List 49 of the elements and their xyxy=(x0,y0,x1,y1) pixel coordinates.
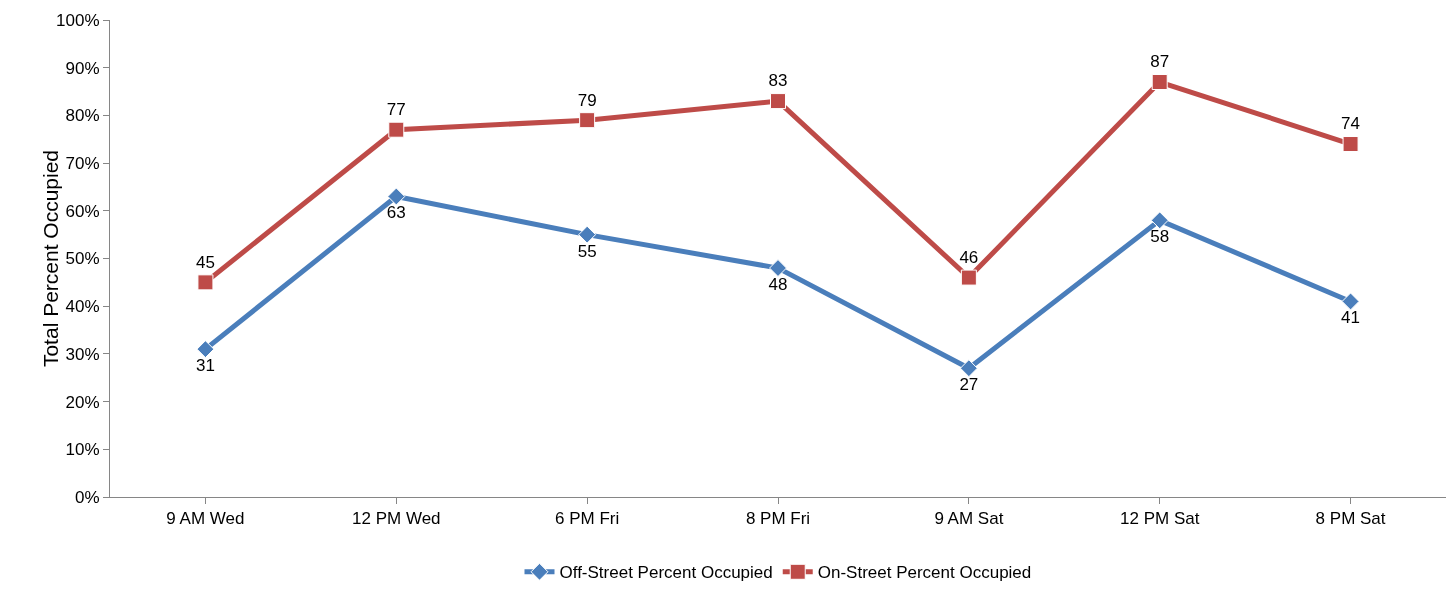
y-tick-label: 50% xyxy=(65,249,100,269)
data-label: 55 xyxy=(577,241,597,261)
legend-label: Off-Street Percent Occupied xyxy=(559,563,773,583)
data-label: 58 xyxy=(1150,227,1170,247)
point xyxy=(388,121,405,138)
y-tick-label: 10% xyxy=(65,440,100,460)
point xyxy=(959,359,978,378)
point xyxy=(1342,136,1359,153)
data-label: 27 xyxy=(959,375,979,395)
x-tick-label: 9 AM Sat xyxy=(934,509,1004,529)
y-tick-label: 80% xyxy=(65,106,100,126)
x-tick-label: 12 PM Wed xyxy=(352,509,441,529)
y-tick-label: 60% xyxy=(65,201,100,221)
data-label: 83 xyxy=(768,71,788,91)
data-label: 87 xyxy=(1150,52,1170,72)
x-tick-label: 8 PM Sat xyxy=(1315,509,1386,529)
x-tick-label: 9 AM Wed xyxy=(166,509,245,529)
point xyxy=(960,269,977,286)
point xyxy=(1341,292,1360,311)
data-label: 74 xyxy=(1341,114,1361,134)
data-label: 48 xyxy=(768,274,788,294)
point xyxy=(387,187,406,206)
y-tick-label: 100% xyxy=(56,10,100,30)
y-tick-label: 40% xyxy=(65,297,100,317)
point xyxy=(1151,74,1168,91)
x-tick-label: 6 PM Fri xyxy=(555,509,620,529)
x-tick-label: 8 PM Fri xyxy=(745,509,811,529)
point xyxy=(197,274,214,291)
point xyxy=(769,259,787,277)
y-axis-title: Total Percent Occupied xyxy=(39,149,62,368)
data-label: 79 xyxy=(577,90,597,110)
point xyxy=(578,225,597,244)
data-label: 77 xyxy=(386,100,406,120)
data-label: 41 xyxy=(1341,308,1361,328)
point xyxy=(1150,211,1169,230)
y-tick-label: 90% xyxy=(65,58,100,78)
point xyxy=(196,340,215,359)
y-tick-label: 70% xyxy=(65,154,100,174)
data-label: 46 xyxy=(959,247,979,267)
data-label: 63 xyxy=(386,203,406,223)
x-tick-label: 12 PM Sat xyxy=(1120,509,1200,529)
data-label: 31 xyxy=(195,356,215,376)
data-label: 45 xyxy=(195,252,215,272)
y-tick-label: 20% xyxy=(65,392,100,412)
y-tick-label: 0% xyxy=(75,487,100,507)
legend-label: On-Street Percent Occupied xyxy=(817,563,1032,583)
y-tick-label: 30% xyxy=(65,344,100,364)
point xyxy=(770,93,786,110)
point xyxy=(579,112,596,129)
